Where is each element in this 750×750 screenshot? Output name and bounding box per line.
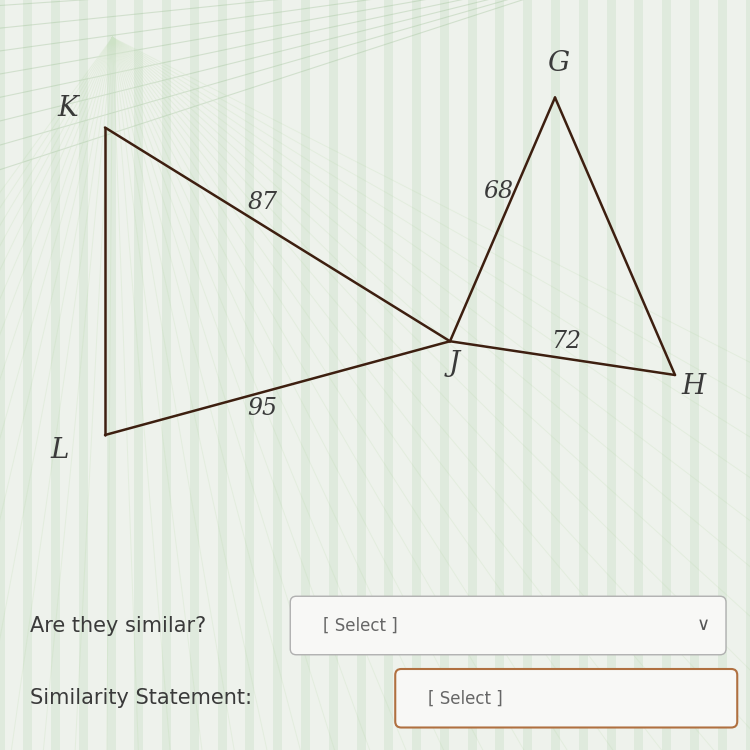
Bar [607,0,616,750]
Text: ∨: ∨ [697,616,710,634]
Bar [106,0,116,750]
Bar [496,0,505,750]
Bar [662,0,671,750]
Bar [356,0,365,750]
Bar [134,0,143,750]
FancyBboxPatch shape [395,669,737,728]
Text: [ Select ]: [ Select ] [427,689,502,707]
Bar [579,0,588,750]
Bar [718,0,727,750]
Text: K: K [57,95,78,122]
Text: 87: 87 [248,191,278,214]
Bar [524,0,532,750]
FancyBboxPatch shape [290,596,726,655]
Bar [273,0,282,750]
Bar [746,0,750,750]
Bar [551,0,560,750]
Text: H: H [682,373,706,400]
Bar [468,0,477,750]
Text: Similarity Statement:: Similarity Statement: [30,688,252,708]
Bar [23,0,32,750]
Bar [301,0,310,750]
Text: J: J [448,350,459,377]
Bar [51,0,60,750]
Bar [634,0,644,750]
Bar [385,0,394,750]
Bar [245,0,254,750]
Text: 68: 68 [484,180,514,203]
Text: [ Select ]: [ Select ] [322,616,398,634]
Bar [190,0,199,750]
Text: 72: 72 [551,330,581,352]
Bar [413,0,422,750]
Bar [440,0,449,750]
Bar [79,0,88,750]
Text: L: L [51,436,69,463]
Bar [328,0,338,750]
Text: G: G [548,50,570,77]
Text: Are they similar?: Are they similar? [30,616,206,635]
Bar [0,0,4,750]
Bar [217,0,226,750]
Bar [690,0,699,750]
Text: 95: 95 [248,398,278,420]
Bar [162,0,171,750]
